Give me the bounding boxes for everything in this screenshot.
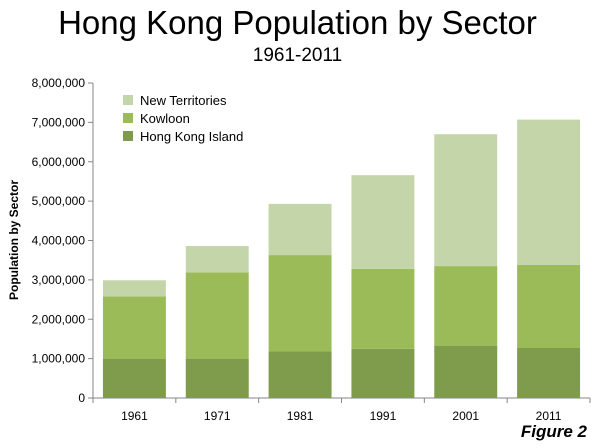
- bar-hong-kong-island-2001: [434, 345, 498, 398]
- y-tick-label: 1,000,000: [32, 352, 86, 366]
- bar-kowloon-1981: [268, 255, 332, 352]
- x-tick-label: 1981: [287, 409, 314, 423]
- y-tick-label: 7,000,000: [32, 115, 86, 129]
- bar-kowloon-1991: [351, 268, 415, 349]
- bar-new-territories-1991: [351, 175, 415, 269]
- x-tick-labels: 1961 1971 1981 1991 2001 2011: [121, 409, 562, 423]
- y-tick-label: 5,000,000: [32, 194, 86, 208]
- legend-swatch: [123, 131, 133, 141]
- y-tick-labels: 0 1,000,000 2,000,000 3,000,000 4,000,000 5,0…: [32, 76, 86, 405]
- bar-kowloon-2001: [434, 266, 498, 346]
- chart-title: Hong Kong Population by Sector: [58, 4, 537, 41]
- bar-hong-kong-island-1961: [102, 358, 166, 398]
- chart-subtitle: 1961-2011: [252, 45, 343, 66]
- figure-label: Figure 2: [520, 422, 587, 441]
- y-tick-label: 0: [78, 391, 85, 405]
- bar-new-territories-2011: [517, 119, 581, 265]
- y-tick-label: 4,000,000: [32, 234, 86, 248]
- bar-new-territories-1961: [102, 280, 166, 297]
- axes: [88, 82, 591, 403]
- bar-kowloon-1961: [102, 296, 166, 359]
- y-tick-label: 3,000,000: [32, 273, 86, 287]
- legend-label: New Territories: [140, 93, 227, 108]
- x-tick-label: 2001: [452, 409, 479, 423]
- bars: [102, 119, 581, 398]
- bar-kowloon-2011: [517, 264, 581, 348]
- y-tick-label: 2,000,000: [32, 312, 86, 326]
- x-tick-label: 1971: [204, 409, 231, 423]
- bar-hong-kong-island-1991: [351, 348, 415, 398]
- bar-new-territories-1971: [185, 246, 249, 273]
- x-tick-label: 2011: [536, 409, 562, 423]
- bar-new-territories-2001: [434, 134, 498, 267]
- y-axis-label: Population by Sector: [7, 180, 21, 300]
- bar-hong-kong-island-2011: [517, 347, 581, 398]
- legend: New Territories Kowloon Hong Kong Island: [123, 93, 243, 144]
- bar-new-territories-1981: [268, 203, 332, 256]
- bar-hong-kong-island-1981: [268, 351, 332, 398]
- bar-hong-kong-island-1971: [185, 358, 249, 398]
- legend-label: Hong Kong Island: [140, 129, 243, 144]
- x-tick-label: 1961: [121, 409, 148, 423]
- y-tick-label: 8,000,000: [32, 76, 86, 90]
- bar-kowloon-1971: [185, 272, 249, 359]
- y-tick-label: 6,000,000: [32, 155, 86, 169]
- legend-swatch: [123, 113, 133, 123]
- x-tick-label: 1991: [370, 409, 397, 423]
- legend-swatch: [123, 95, 133, 105]
- legend-label: Kowloon: [140, 111, 190, 126]
